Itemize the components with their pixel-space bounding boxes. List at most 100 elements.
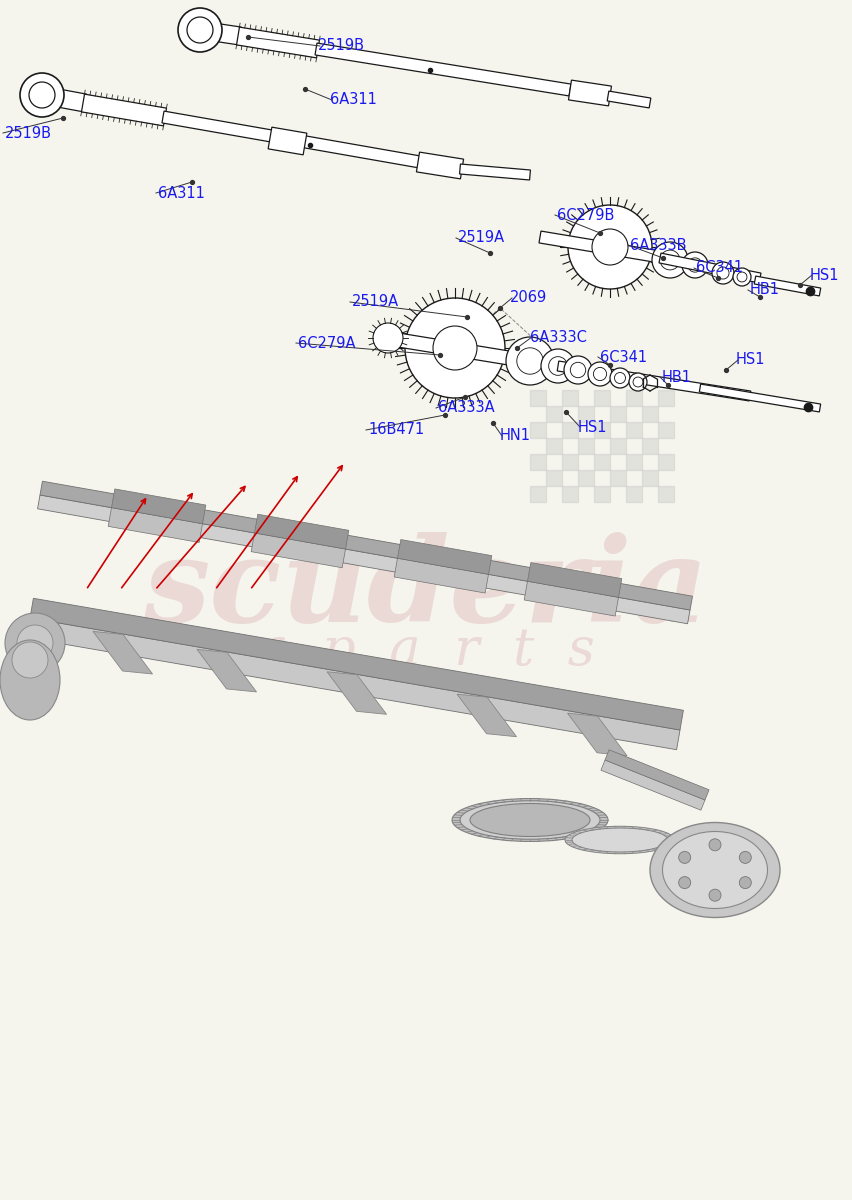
Polygon shape: [397, 540, 492, 575]
Bar: [593, 454, 609, 470]
Bar: [578, 406, 593, 422]
Polygon shape: [538, 232, 660, 263]
Polygon shape: [314, 43, 570, 96]
Circle shape: [187, 17, 213, 43]
Polygon shape: [30, 599, 682, 730]
Circle shape: [659, 250, 679, 270]
Ellipse shape: [564, 827, 674, 853]
Polygon shape: [40, 481, 692, 610]
Bar: [657, 390, 673, 406]
Polygon shape: [108, 508, 202, 542]
Ellipse shape: [662, 832, 767, 908]
Polygon shape: [607, 91, 650, 108]
Bar: [529, 454, 545, 470]
Circle shape: [516, 348, 543, 374]
Circle shape: [563, 356, 591, 384]
Circle shape: [687, 258, 701, 272]
Text: HS1: HS1: [735, 353, 764, 367]
Circle shape: [632, 377, 642, 386]
Bar: [625, 422, 642, 438]
Circle shape: [178, 8, 222, 52]
Polygon shape: [82, 94, 166, 126]
Bar: [642, 470, 657, 486]
Circle shape: [29, 82, 55, 108]
Circle shape: [405, 298, 504, 398]
Polygon shape: [326, 672, 386, 714]
Polygon shape: [93, 631, 153, 674]
Polygon shape: [699, 384, 820, 412]
Text: 2519B: 2519B: [318, 38, 365, 54]
Circle shape: [651, 242, 688, 278]
Bar: [642, 406, 657, 422]
Circle shape: [717, 266, 728, 280]
Text: 6C341: 6C341: [599, 349, 647, 365]
Polygon shape: [527, 563, 621, 598]
Circle shape: [708, 839, 720, 851]
Polygon shape: [394, 558, 488, 593]
Circle shape: [548, 356, 567, 376]
Text: 2069: 2069: [509, 290, 547, 306]
Ellipse shape: [572, 828, 667, 852]
Text: 6C341: 6C341: [695, 260, 742, 276]
Circle shape: [372, 323, 402, 353]
Ellipse shape: [649, 822, 779, 918]
Polygon shape: [659, 253, 760, 283]
Circle shape: [711, 262, 733, 284]
Circle shape: [739, 852, 751, 864]
Polygon shape: [40, 86, 87, 112]
Polygon shape: [162, 112, 421, 168]
Polygon shape: [556, 361, 750, 401]
Bar: [529, 422, 545, 438]
Text: 6A311: 6A311: [330, 92, 377, 108]
Text: 6A311: 6A311: [158, 186, 204, 200]
Text: HS1: HS1: [809, 268, 838, 282]
Bar: [609, 438, 625, 454]
Text: 2519A: 2519A: [352, 294, 399, 310]
Text: 6A333A: 6A333A: [437, 401, 494, 415]
Circle shape: [540, 349, 574, 383]
Text: HS1: HS1: [578, 420, 607, 434]
Polygon shape: [199, 22, 241, 44]
Circle shape: [5, 613, 65, 673]
Polygon shape: [197, 649, 256, 692]
Circle shape: [505, 337, 553, 385]
Circle shape: [609, 368, 630, 388]
Ellipse shape: [0, 640, 60, 720]
Polygon shape: [600, 760, 704, 810]
Text: HB1: HB1: [749, 282, 779, 298]
Polygon shape: [524, 581, 618, 616]
Polygon shape: [459, 164, 530, 180]
Text: a  p  a  r  t  s: a p a r t s: [256, 624, 594, 676]
Polygon shape: [604, 750, 708, 800]
Circle shape: [570, 362, 585, 378]
Circle shape: [628, 373, 646, 391]
Circle shape: [591, 229, 627, 265]
Polygon shape: [112, 488, 205, 523]
Bar: [561, 390, 578, 406]
Circle shape: [20, 73, 64, 116]
Bar: [578, 470, 593, 486]
Bar: [578, 438, 593, 454]
Ellipse shape: [452, 798, 607, 841]
Text: scuderia: scuderia: [143, 533, 708, 648]
Text: 6A333B: 6A333B: [630, 238, 686, 252]
Circle shape: [567, 205, 651, 289]
Bar: [625, 486, 642, 502]
Text: 16B471: 16B471: [367, 422, 423, 438]
Bar: [561, 486, 578, 502]
Ellipse shape: [459, 800, 599, 839]
Text: 2519A: 2519A: [458, 230, 504, 246]
Bar: [529, 486, 545, 502]
Polygon shape: [567, 713, 626, 756]
Bar: [545, 470, 561, 486]
Polygon shape: [26, 618, 679, 750]
Bar: [657, 422, 673, 438]
Bar: [593, 422, 609, 438]
Circle shape: [593, 367, 606, 380]
Bar: [625, 390, 642, 406]
Circle shape: [433, 326, 476, 370]
Circle shape: [17, 625, 53, 661]
Bar: [545, 406, 561, 422]
Circle shape: [736, 272, 746, 282]
Polygon shape: [254, 515, 348, 550]
